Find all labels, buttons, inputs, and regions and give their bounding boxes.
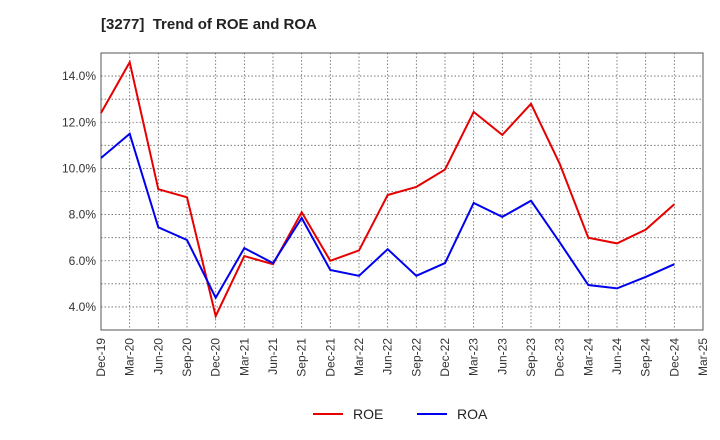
x-tick-label: Sep-24 [639,338,653,377]
y-tick-label: 14.0% [62,69,96,83]
legend: ROE ROA [313,406,488,422]
y-tick-label: 4.0% [69,300,97,314]
x-tick-label: Sep-20 [180,338,194,377]
plot-area-frame [100,52,704,331]
x-tick-label: Jun-23 [495,338,509,375]
x-tick-label: Mar-25 [696,338,710,376]
x-tick-label: Sep-21 [295,338,309,377]
x-tick-label: Mar-20 [123,338,137,376]
x-tick-label: Dec-23 [553,338,567,377]
x-tick-label: Jun-22 [381,338,395,375]
series-line-roe [100,59,675,320]
x-axis-tick-labels: Dec-19 Mar-20 Jun-20 Sep-20 Dec-20 Mar-21 Jun-… [94,338,710,377]
series-lines [100,59,675,320]
x-tick-label: Jun-20 [151,338,165,375]
x-tick-label: Dec-19 [94,338,108,377]
x-tick-label: Dec-22 [438,338,452,377]
y-axis-tick-labels: 4.0% 6.0% 8.0% 10.0% 12.0% 14.0% [62,69,96,314]
x-tick-label: Dec-20 [209,338,223,377]
y-tick-label: 12.0% [62,115,96,129]
grid-lines [101,53,703,330]
chart-title: [3277] Trend of ROE and ROA [101,16,317,33]
x-tick-label: Mar-23 [467,338,481,376]
x-tick-label: Sep-23 [524,338,538,377]
legend-label-roa: ROA [457,406,488,422]
y-tick-label: 8.0% [69,208,97,222]
x-tick-label: Jun-21 [266,338,280,375]
x-tick-label: Sep-22 [409,338,423,377]
y-tick-label: 10.0% [62,161,96,175]
x-tick-label: Jun-24 [610,338,624,375]
x-tick-label: Dec-21 [323,338,337,377]
y-tick-label: 6.0% [69,254,97,268]
legend-label-roe: ROE [353,406,383,422]
series-line-roa [100,132,675,300]
x-tick-label: Mar-24 [581,338,595,376]
x-tick-label: Mar-22 [352,338,366,376]
x-tick-label: Mar-21 [237,338,251,376]
x-tick-label: Dec-24 [667,338,681,377]
